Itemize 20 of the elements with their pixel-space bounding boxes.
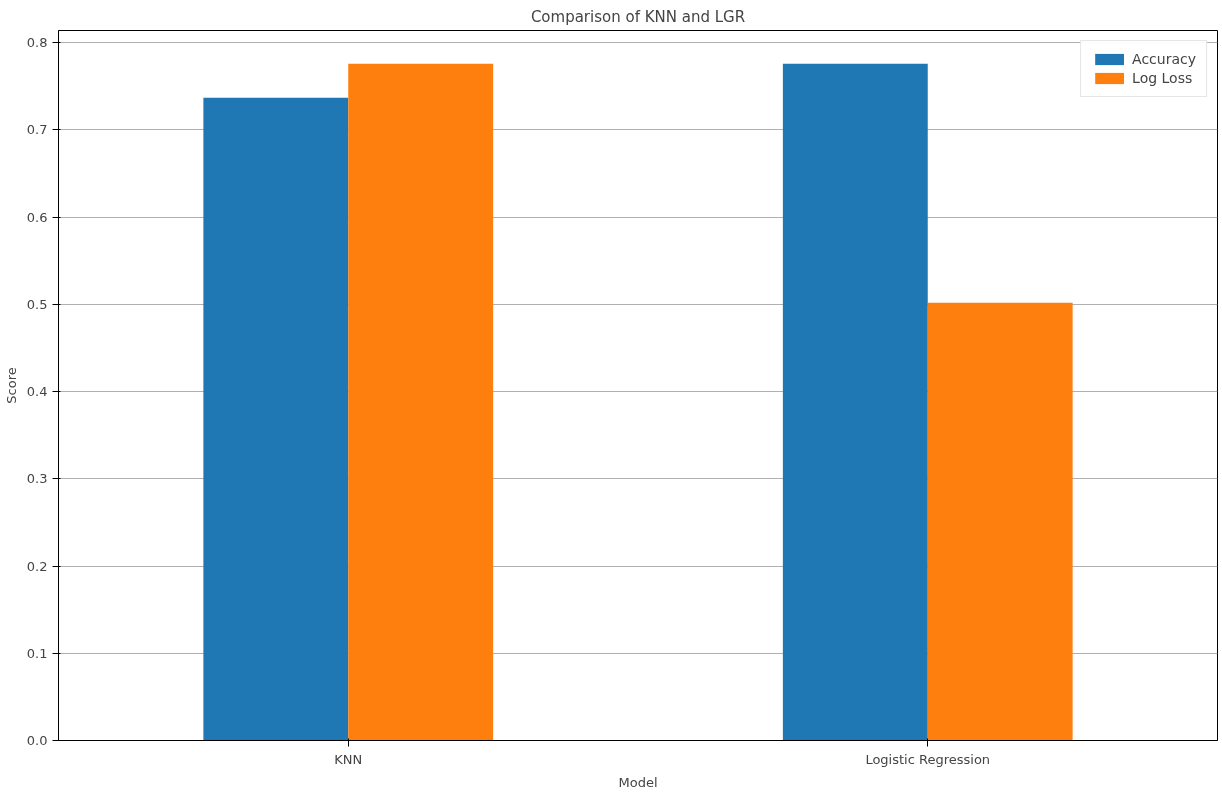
chart-title: Comparison of KNN and LGR <box>530 7 746 26</box>
bar <box>782 63 928 741</box>
legend-label: Log Loss <box>1132 70 1193 86</box>
bar <box>927 302 1073 741</box>
y-axis-title: Score <box>3 367 19 404</box>
x-axis-title: Model <box>618 774 658 790</box>
bar <box>203 97 349 741</box>
y-tick-label: 0.1 <box>26 645 48 661</box>
y-tick-label: 0.4 <box>26 384 48 400</box>
y-tick-label: 0.3 <box>26 471 48 487</box>
y-tick-label: 0.0 <box>26 733 48 748</box>
x-tick-label: Logistic Regression <box>865 751 991 767</box>
x-tick-label: KNN <box>334 751 363 767</box>
legend-label: Accuracy <box>1132 51 1196 67</box>
bar <box>348 63 494 741</box>
y-tick-label: 0.8 <box>26 35 48 51</box>
y-tick-label: 0.7 <box>26 122 48 138</box>
y-tick-label: 0.2 <box>26 558 48 574</box>
y-tick-label: 0.5 <box>26 296 48 312</box>
y-tick-label: 0.6 <box>26 209 48 225</box>
